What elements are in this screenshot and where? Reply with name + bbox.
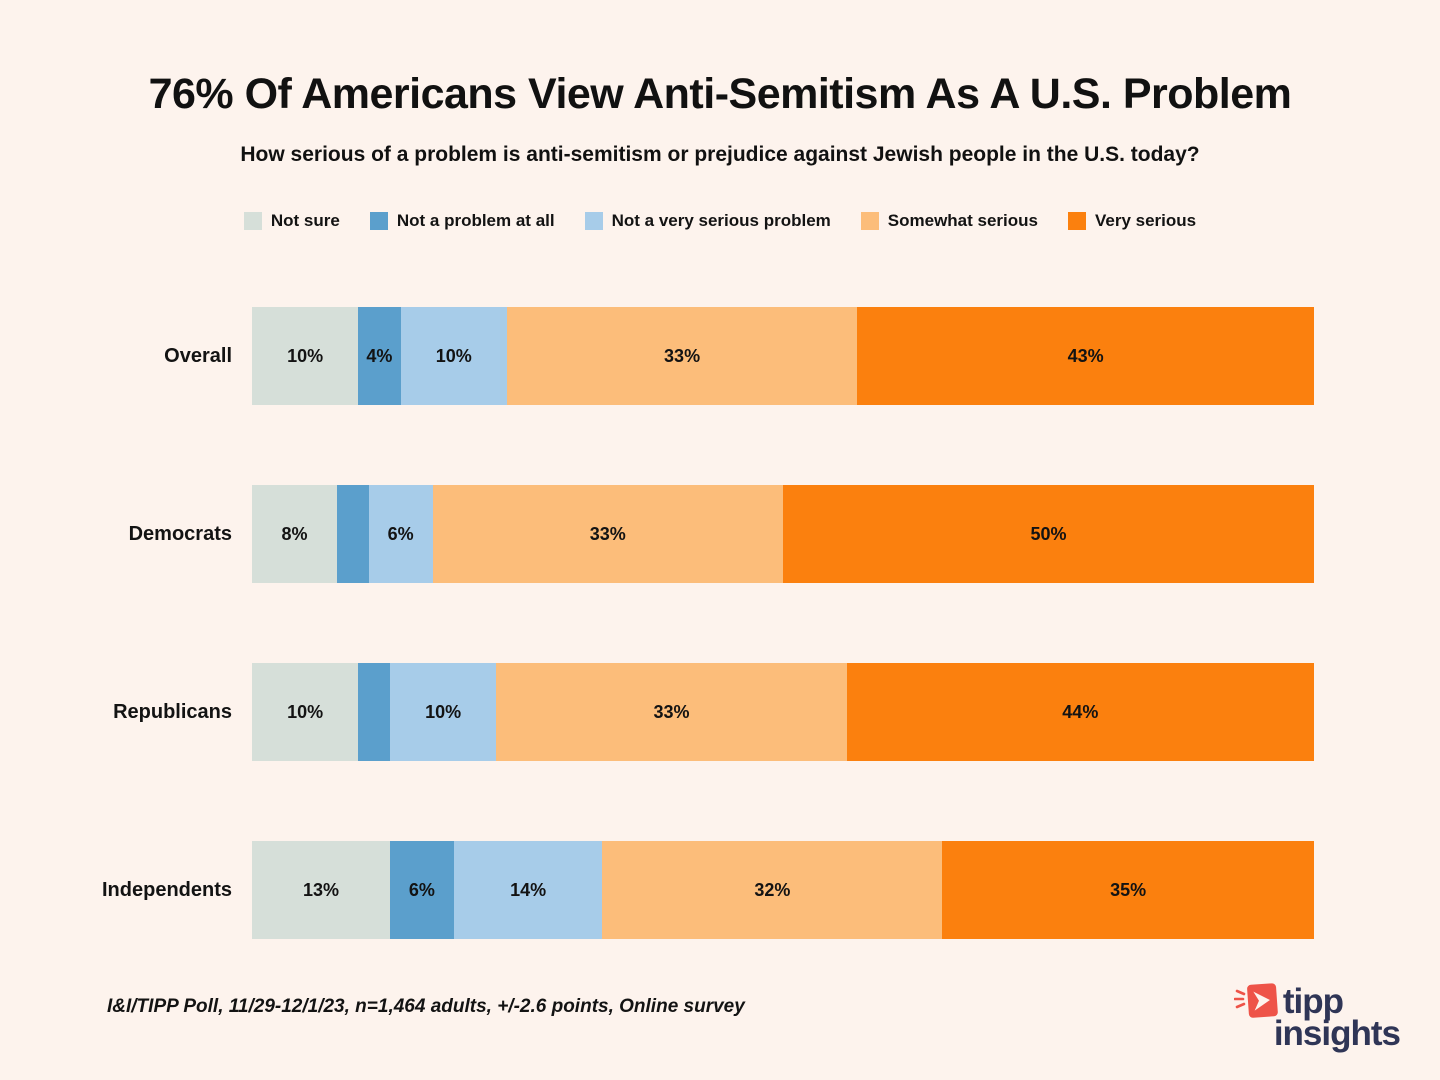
segment-not-a-problem-at-all: 4% [358,307,401,405]
row-label-republicans: Republicans [113,700,232,723]
legend-item-not-a-problem-at-all: Not a problem at all [369,211,555,231]
legend-swatch-not-sure [243,212,262,230]
segment-not-a-problem-at-all: 6% [390,841,454,939]
chart-subtitle: How serious of a problem is anti-semitis… [240,143,1200,166]
legend-swatch-not-a-very-serious-problem [584,212,603,230]
logo-word-tipp: tipp [1282,982,1344,1022]
row-label-democrats: Democrats [128,522,232,545]
segment-value-label: 10% [287,345,324,366]
segment-not-a-very-serious-problem: 6% [368,485,433,583]
segment-value-label: 6% [387,523,414,544]
legend-swatch-somewhat-serious [860,212,879,230]
legend-swatch-not-a-problem-at-all [369,212,388,230]
legend-label: Not a very serious problem [611,211,831,230]
segment-somewhat-serious: 33% [496,663,847,761]
segment-value-label: 6% [408,879,435,900]
chart-legend: Not sure Not a problem at all Not a very s… [0,211,1440,231]
bar-republicans: 10% 10% 33% 44% [252,663,1314,761]
chart-row-overall: Overall 10% 4% 10% 33% 43% [0,307,1440,405]
segment-not-sure: 10% [252,663,359,761]
segment-value-label: 32% [754,879,791,900]
legend-label: Somewhat serious [887,211,1038,230]
logo-row-tipp: tipp [1233,982,1344,1022]
row-label-overall: Overall [164,344,232,367]
segment-value-label: 50% [1030,523,1067,544]
segment-value-label: 4% [366,345,393,366]
segment-very-serious: 43% [857,307,1314,405]
bar-democrats: 8% 6% 33% 50% [252,485,1314,583]
chart-row-republicans: Republicans 10% 10% 33% 44% [0,663,1440,761]
tipp-insights-logo: tipp insights [1233,982,1401,1051]
segment-value-label: 10% [287,701,324,722]
segment-value-label: 13% [303,879,340,900]
row-label-independents: Independents [101,878,232,901]
segment-not-sure: 8% [252,485,337,583]
segment-not-sure: 10% [252,307,359,405]
source-note: I&I/TIPP Poll, 11/29-12/1/23, n=1,464 ad… [107,996,745,1017]
legend-label: Very serious [1095,211,1197,230]
segment-not-sure: 13% [252,841,391,939]
legend-item-somewhat-serious: Somewhat serious [860,211,1038,231]
segment-value-label: 44% [1062,701,1099,722]
chart-row-independents: Independents 13% 6% 14% 32% 35% [0,841,1440,939]
chart-row-democrats: Democrats 8% 6% 33% 50% [0,485,1440,583]
segment-somewhat-serious: 33% [432,485,783,583]
segment-value-label: 35% [1110,879,1147,900]
legend-item-very-serious: Very serious [1068,211,1196,231]
footer: I&I/TIPP Poll, 11/29-12/1/23, n=1,464 ad… [0,983,1440,1080]
segment-value-label: 33% [653,701,690,722]
chart-title: 76% Of Americans View Anti-Semitism As A… [148,70,1292,118]
segment-somewhat-serious: 33% [506,307,858,405]
segment-value-label: 33% [589,523,626,544]
segment-not-a-problem-at-all [336,485,369,583]
segment-somewhat-serious: 32% [602,841,943,939]
segment-very-serious: 44% [846,663,1314,761]
segment-not-a-very-serious-problem: 10% [400,307,507,405]
logo-word-insights: insights [1273,1014,1401,1053]
bar-overall: 10% 4% 10% 33% 43% [252,307,1314,405]
legend-label: Not sure [270,211,340,230]
segment-value-label: 14% [510,879,547,900]
segment-not-a-problem-at-all [358,663,391,761]
segment-value-label: 33% [664,345,701,366]
segment-very-serious: 35% [942,841,1314,939]
segment-value-label: 43% [1067,345,1104,366]
segment-value-label: 10% [435,345,472,366]
segment-value-label: 10% [425,701,462,722]
legend-item-not-a-very-serious-problem: Not a very serious problem [584,211,831,231]
segment-not-a-very-serious-problem: 14% [453,841,603,939]
legend-swatch-very-serious [1068,212,1086,230]
stacked-bar-chart: Overall 10% 4% 10% 33% 43% Democrats 8% 6% 33% 50%… [0,307,1440,939]
tipp-insights-bird-icon [1233,983,1278,1018]
bar-independents: 13% 6% 14% 32% 35% [252,841,1314,939]
legend-label: Not a problem at all [396,211,555,230]
logo-row-insights: insights [1274,1016,1401,1051]
segment-not-a-very-serious-problem: 10% [390,663,497,761]
segment-value-label: 8% [281,523,308,544]
segment-very-serious: 50% [782,485,1314,583]
legend-item-not-sure: Not sure [243,211,340,231]
